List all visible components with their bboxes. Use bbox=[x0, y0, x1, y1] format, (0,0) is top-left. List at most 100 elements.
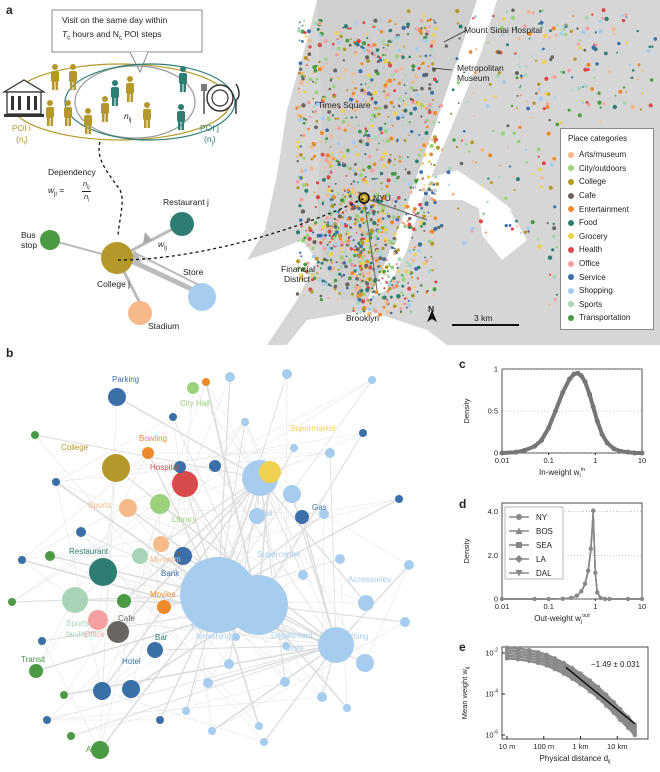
poi-dot bbox=[303, 295, 305, 297]
poi-dot bbox=[552, 74, 557, 80]
poi-dot bbox=[413, 285, 416, 289]
poi-dot bbox=[410, 276, 413, 279]
poi-dot bbox=[422, 138, 424, 140]
poi-dot bbox=[356, 292, 359, 295]
poi-dot bbox=[526, 106, 530, 111]
poi-dot bbox=[537, 87, 541, 91]
poi-dot bbox=[355, 276, 359, 281]
poi-dot bbox=[312, 97, 315, 100]
poi-dot bbox=[369, 118, 374, 122]
poi-dot bbox=[584, 84, 588, 89]
network-label: Mall bbox=[258, 509, 273, 518]
poi-dot bbox=[428, 83, 432, 86]
poi-dot bbox=[382, 67, 385, 70]
poi-dot bbox=[361, 41, 367, 46]
series-point bbox=[632, 450, 638, 456]
poi-dot bbox=[299, 197, 304, 202]
poi-dot bbox=[376, 148, 378, 151]
network-node bbox=[62, 587, 88, 613]
poi-dot bbox=[375, 192, 380, 197]
poi-dot bbox=[345, 228, 349, 233]
poi-dot bbox=[329, 252, 335, 257]
poi-dot bbox=[431, 106, 434, 109]
poi-dot bbox=[552, 222, 555, 226]
poi-dot bbox=[422, 222, 426, 226]
poi-dot bbox=[304, 35, 308, 38]
poi-dot bbox=[413, 252, 417, 257]
poi-dot bbox=[325, 141, 327, 144]
person-icons-teal bbox=[111, 66, 187, 130]
metropolitan-label-2: Museum bbox=[457, 73, 490, 83]
poi-dot bbox=[411, 64, 416, 69]
poi-dot bbox=[516, 107, 518, 109]
poi-dot bbox=[390, 220, 395, 225]
poi-dot bbox=[364, 83, 367, 85]
poi-dot bbox=[518, 125, 522, 129]
poi-dot bbox=[373, 100, 378, 105]
poi-dot bbox=[296, 266, 300, 271]
poi-dot bbox=[403, 224, 407, 228]
poi-dot bbox=[518, 65, 522, 69]
poi-dot bbox=[583, 48, 587, 52]
poi-dot bbox=[420, 86, 424, 91]
poi-dot bbox=[316, 272, 319, 275]
poi-dot bbox=[349, 226, 352, 229]
poi-dot bbox=[407, 299, 410, 302]
poi-dot bbox=[310, 157, 314, 161]
legend-label: Service bbox=[579, 272, 606, 282]
poi-dot bbox=[432, 19, 435, 21]
poi-dot bbox=[383, 104, 388, 110]
poi-dot bbox=[439, 224, 444, 228]
poi-dot bbox=[377, 203, 381, 207]
y-tick-label: 0 bbox=[494, 595, 498, 604]
network-node bbox=[255, 722, 263, 730]
poi-dot bbox=[323, 257, 327, 262]
series-point bbox=[618, 448, 624, 454]
network-node bbox=[67, 732, 75, 740]
poi-dot bbox=[392, 304, 397, 309]
poi-dot bbox=[330, 164, 333, 168]
network-edge bbox=[154, 503, 161, 651]
poi-dot bbox=[417, 249, 421, 252]
network-node bbox=[93, 682, 111, 700]
network-node bbox=[107, 621, 129, 643]
poi-dot bbox=[537, 167, 542, 172]
poi-dot bbox=[322, 237, 326, 241]
poi-dot bbox=[419, 189, 422, 192]
legend-swatch bbox=[568, 206, 574, 213]
network-edge bbox=[55, 481, 367, 604]
poi-dot bbox=[313, 109, 318, 114]
panel-letter-a: a bbox=[6, 3, 13, 17]
poi-dot bbox=[617, 41, 621, 46]
poi-dot bbox=[614, 95, 617, 97]
poi-dot bbox=[333, 222, 337, 226]
poi-dot bbox=[417, 242, 423, 247]
poi-dot bbox=[406, 9, 411, 14]
poi-dot bbox=[346, 240, 351, 245]
poi-dot bbox=[297, 87, 300, 90]
poi-dot bbox=[343, 24, 349, 29]
poi-dot bbox=[393, 111, 398, 116]
poi-dot bbox=[323, 166, 327, 169]
poi-dot bbox=[331, 151, 334, 154]
poi-dot bbox=[376, 177, 378, 180]
poi-dot bbox=[378, 142, 380, 145]
poi-dot bbox=[343, 128, 347, 132]
poi-dot bbox=[597, 100, 602, 105]
poi-dot bbox=[424, 256, 427, 259]
poi-dot bbox=[548, 36, 551, 40]
poi-dot bbox=[455, 145, 459, 149]
poi-dot bbox=[315, 142, 317, 144]
poi-dot bbox=[603, 51, 608, 56]
poi-dot bbox=[630, 104, 635, 110]
poi-dot bbox=[361, 142, 364, 145]
poi-dot bbox=[339, 28, 342, 31]
poi-dot bbox=[298, 39, 301, 42]
poi-dot bbox=[342, 72, 345, 75]
legend-item: City/outdoors bbox=[568, 162, 653, 176]
network-node bbox=[343, 704, 351, 712]
mount-sinai-label: Mount Sinai Hospital bbox=[464, 25, 542, 35]
x-axis-label: Physical distance dij bbox=[540, 754, 611, 765]
poi-dot bbox=[345, 282, 350, 287]
poi-dot bbox=[393, 205, 397, 208]
